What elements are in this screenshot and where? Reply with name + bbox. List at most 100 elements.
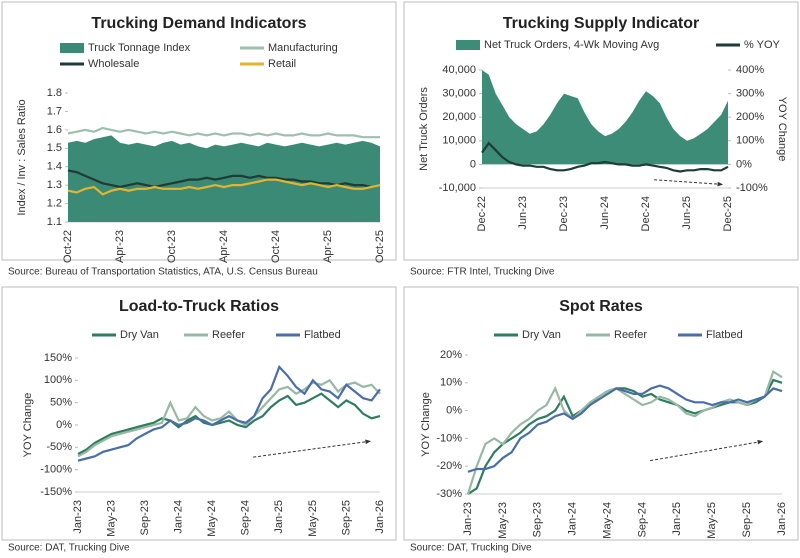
legend-label: Dry Van	[522, 329, 561, 341]
y-tick-label: 1.3	[47, 179, 62, 191]
x-tick-label: Jan-24	[567, 502, 579, 536]
panel-frame	[403, 1, 799, 261]
legend-label: Retail	[268, 58, 296, 70]
line	[466, 370, 783, 495]
x-tick-label: Dec-24	[640, 196, 652, 231]
x-tick-label: May-23	[105, 500, 117, 537]
trend-arrow-head	[757, 439, 764, 445]
y-tick-label: 1.2	[47, 197, 62, 209]
x-tick-label: Sep-24	[240, 500, 252, 535]
legend-label: Dry Van	[120, 329, 159, 341]
y-axis-label: YOY Change	[420, 392, 432, 457]
trend-arrow	[654, 179, 724, 185]
y2-axis-label: YOY Change	[776, 97, 788, 162]
source: Source: FTR Intel, Trucking Dive	[410, 267, 555, 278]
y-tick-label: 50%	[50, 397, 72, 409]
legend-label: Net Truck Orders, 4-Wk Moving Avg	[484, 39, 659, 51]
y-tick-label: 1.8	[47, 87, 62, 99]
y-tick-label: 0%	[446, 405, 462, 417]
source: Source: DAT, Trucking Dive	[8, 543, 130, 554]
x-tick-label: Oct-22	[62, 230, 74, 263]
legend-label: Flatbed	[706, 329, 743, 341]
x-tick-label: May-24	[206, 500, 218, 537]
y-tick-label: 40,000	[442, 64, 476, 76]
x-tick-label: Dec-23	[558, 196, 570, 231]
trend-arrow-head	[717, 181, 724, 187]
y-tick-label: -10%	[436, 432, 462, 444]
x-tick-label: May-23	[497, 502, 509, 539]
x-tick-label: Dec-25	[722, 196, 734, 231]
x-tick-label: Oct-24	[270, 230, 282, 263]
trend-arrow-head	[365, 439, 371, 445]
y2-tick-label: 300%	[736, 88, 764, 100]
x-tick-label: Jan-26	[374, 500, 386, 534]
line	[67, 126, 380, 139]
line	[467, 384, 783, 473]
source: Source: Bureau of Transportation Statist…	[8, 267, 318, 278]
y-tick-label: 20%	[440, 349, 462, 361]
x-tick-label: Jun-23	[517, 196, 529, 230]
x-tick-label: Sep-24	[636, 502, 648, 537]
y-tick-label: -150%	[40, 486, 72, 498]
y-tick-label: -100%	[40, 464, 72, 476]
panel-frame	[1, 286, 397, 541]
legend-label: % YOY	[744, 39, 781, 51]
x-tick-label: Jun-24	[599, 196, 611, 230]
y-axis-label: Index / Inv : Sales Ratio	[16, 99, 28, 215]
y-tick-label: 1.7	[47, 105, 62, 117]
x-tick-label: Apr-24	[218, 230, 230, 263]
legend-label: Manufacturing	[268, 42, 338, 54]
line	[481, 141, 729, 173]
y-tick-label: 1.6	[47, 124, 62, 136]
chart-title: Trucking Demand Indicators	[91, 15, 306, 32]
x-tick-label: May-24	[601, 502, 613, 539]
y-tick-label: 0	[470, 158, 476, 170]
legend-label: Reefer	[614, 329, 647, 341]
x-tick-label: Oct-25	[374, 230, 386, 263]
legend-label: Truck Tonnage Index	[88, 42, 191, 54]
chart-title: Load-to-Truck Ratios	[119, 298, 279, 315]
y-tick-label: 1.5	[47, 142, 62, 154]
line	[77, 378, 381, 458]
panel-frame	[403, 286, 799, 541]
x-tick-label: Jan-25	[671, 502, 683, 536]
line	[67, 178, 381, 196]
legend-label: Flatbed	[304, 329, 341, 341]
y2-tick-label: 200%	[736, 111, 764, 123]
y-tick-label: 1.1	[47, 216, 62, 228]
legend-swatch	[60, 43, 84, 53]
legend-label: Wholesale	[88, 58, 139, 70]
x-tick-label: Sep-25	[741, 502, 753, 537]
line	[67, 169, 381, 189]
y-tick-label: -30%	[436, 488, 462, 500]
x-tick-label: Jan-26	[776, 502, 788, 536]
y2-tick-label: 100%	[736, 135, 764, 147]
y2-tick-label: 400%	[736, 64, 764, 76]
y-tick-label: -50%	[46, 441, 72, 453]
legend-swatch	[456, 40, 480, 50]
x-tick-label: Jan-23	[72, 500, 84, 534]
x-tick-label: May-25	[307, 500, 319, 537]
y-tick-label: -10,000	[439, 182, 476, 194]
x-tick-label: Sep-23	[532, 502, 544, 537]
x-tick-label: Jan-23	[462, 502, 474, 536]
y-tick-label: -20%	[436, 460, 462, 472]
y-tick-label: 30,000	[442, 88, 476, 100]
legend-label: Reefer	[212, 329, 245, 341]
y-tick-label: 10,000	[442, 135, 476, 147]
chart-title: Spot Rates	[559, 298, 643, 315]
y-axis-label: Net Truck Orders	[418, 87, 430, 171]
x-tick-label: Jan-24	[173, 500, 185, 534]
line	[77, 392, 381, 455]
x-tick-label: May-25	[706, 502, 718, 539]
x-tick-label: Sep-23	[139, 500, 151, 535]
trend-arrow	[650, 440, 764, 462]
y-axis-label: YOY Change	[22, 393, 34, 458]
x-tick-label: Oct-23	[166, 230, 178, 263]
line	[77, 364, 381, 462]
x-tick-label: Jan-25	[273, 500, 285, 534]
y2-tick-label: -100%	[736, 182, 768, 194]
line	[467, 378, 783, 495]
y2-tick-label: 0%	[736, 158, 752, 170]
